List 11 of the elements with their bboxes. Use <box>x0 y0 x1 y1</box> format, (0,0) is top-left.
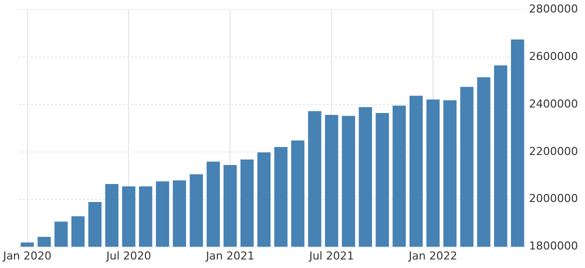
x-tick-label: Jan 2022 <box>408 249 458 262</box>
y-tick-label: 2200000 <box>529 144 578 158</box>
y-tick-label: 1800000 <box>529 240 578 253</box>
y-tick-label: 2000000 <box>529 192 578 206</box>
x-tick-label: Jul 2021 <box>308 249 354 262</box>
y-tick-label: 2800000 <box>529 2 578 16</box>
x-tick-label: Jan 2020 <box>2 249 52 262</box>
x-tick-label: Jul 2020 <box>105 249 152 262</box>
x-tick-label: Jan 2021 <box>204 249 254 262</box>
y-tick-label: 2400000 <box>529 97 578 110</box>
y-tick-label: 2600000 <box>529 50 578 63</box>
